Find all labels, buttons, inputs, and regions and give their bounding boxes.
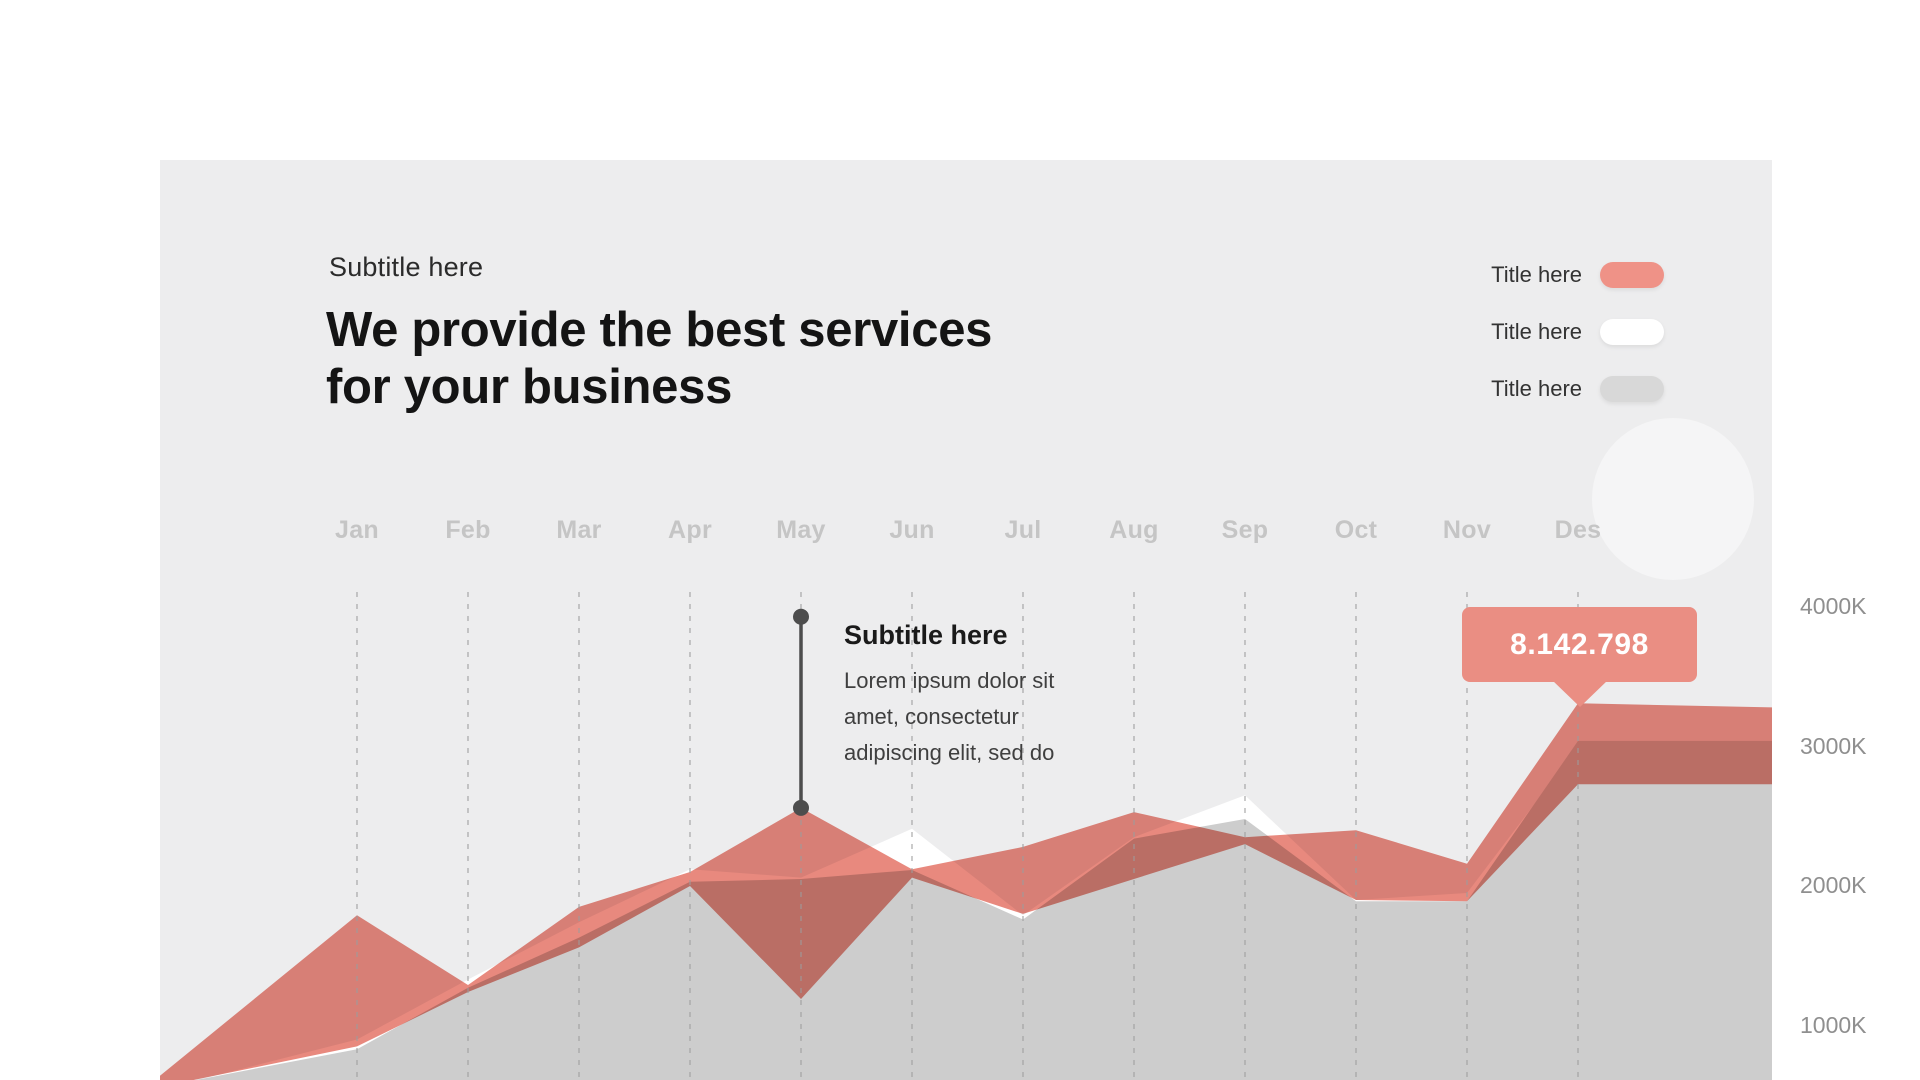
month-label: Jul xyxy=(1004,516,1042,544)
slide-title: We provide the best services for your bus… xyxy=(326,302,992,416)
month-label: Apr xyxy=(668,516,712,544)
month-label: Jan xyxy=(335,516,379,544)
legend-swatch xyxy=(1600,376,1664,402)
area-chart xyxy=(160,592,1772,1080)
y-axis-label: 3000K xyxy=(1800,732,1867,759)
badge-value: 8.142.798 xyxy=(1510,627,1649,661)
month-labels: Jan Feb Mar Apr May Jun Jul Aug Sep Oct Nov Des xyxy=(160,160,1772,1080)
legend-item: Title here xyxy=(1491,319,1664,345)
annotation-text-line: amet, consectetur xyxy=(844,704,1019,729)
month-label: Oct xyxy=(1334,516,1378,544)
month-label: Nov xyxy=(1442,516,1492,544)
value-badge: 8.142.798 xyxy=(1462,607,1697,707)
month-label: Des xyxy=(1554,516,1602,544)
legend-item-label: Title here xyxy=(1491,262,1582,287)
decor-circle xyxy=(1592,418,1754,580)
legend-item-label: Title here xyxy=(1491,376,1582,401)
gray-series-area xyxy=(196,740,1772,1080)
annotation-dot-icon xyxy=(793,799,809,816)
y-axis-label: 4000K xyxy=(1800,593,1867,619)
legend-swatch xyxy=(1600,319,1664,345)
month-label: Feb xyxy=(445,516,491,544)
month-label: Aug xyxy=(1109,516,1159,544)
month-label: Jun xyxy=(889,516,935,544)
annotation-body: Lorem ipsum dolor sit amet, consectetur ad… xyxy=(844,663,1104,771)
month-label: May xyxy=(776,516,826,544)
y-axis-label: 1000K xyxy=(1800,1011,1867,1038)
month-label: Sep xyxy=(1221,516,1269,544)
annotation-text-line: Lorem ipsum dolor sit xyxy=(844,668,1055,693)
annotation-text-line: adipiscing elit, sed do xyxy=(844,740,1055,765)
chart-card: Subtitle here We provide the best servic… xyxy=(160,160,1772,1080)
title-line-1: We provide the best services xyxy=(326,303,993,357)
red-series-area xyxy=(160,703,1772,1080)
legend-item: Title here xyxy=(1491,262,1664,288)
annotation-dot-icon xyxy=(793,608,809,625)
y-axis-label: 2000K xyxy=(1800,872,1867,898)
annotation-title: Subtitle here xyxy=(844,620,1008,650)
legend: Title here Title here Title here xyxy=(1491,262,1664,433)
legend-item: Title here xyxy=(1491,376,1664,402)
slide-subtitle: Subtitle here xyxy=(329,252,484,282)
month-label: Mar xyxy=(556,516,602,544)
title-line-2: for your business xyxy=(326,360,733,414)
badge-pointer-icon xyxy=(1552,680,1608,707)
annotation-callout: Subtitle here Lorem ipsum dolor sit amet,… xyxy=(844,620,1104,771)
legend-swatch xyxy=(1600,262,1664,288)
legend-item-label: Title here xyxy=(1491,319,1582,344)
